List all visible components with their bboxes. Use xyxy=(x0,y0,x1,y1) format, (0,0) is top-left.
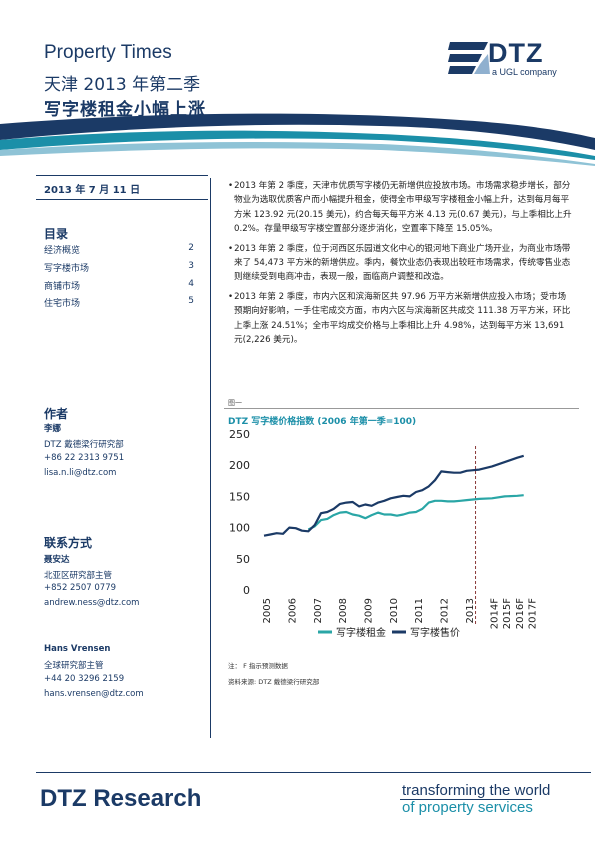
summary-bullet-residential: 2013 年第 2 季度，市内六区和滨海新区共 97.96 万平方米新增供应投入… xyxy=(228,290,573,348)
author-email[interactable]: lisa.n.li@dtz.com xyxy=(44,468,117,478)
x-tick-label: 2016F xyxy=(515,598,526,629)
toc-item-label: 写字楼市场 xyxy=(44,264,90,274)
toc-item-page: 5 xyxy=(188,296,194,306)
contact-email[interactable]: andrew.ness@dtz.com xyxy=(44,598,140,608)
chart-title: DTZ 写字楼价格指数 (2006 年第一季=100) xyxy=(228,417,417,427)
toc-item-label: 住宅市场 xyxy=(44,299,81,309)
contact-title: 北亚区研究部主管 xyxy=(44,571,113,581)
y-tick-label: 200 xyxy=(229,459,250,472)
column-divider xyxy=(210,178,211,738)
summary-bullet-retail: 2013 年第 2 季度，位于河西区乐园道文化中心的银河地下商业广场开业，为商业… xyxy=(228,242,573,285)
x-tick-label: 2011 xyxy=(414,598,425,623)
legend-label: 写字楼租金 xyxy=(336,626,386,639)
footer-tagline-line-1: transforming the world xyxy=(402,782,551,799)
x-tick-label: 2017F xyxy=(528,598,539,629)
y-axis: 0 50 100 150 200 250 xyxy=(229,428,250,597)
x-tick-label: 2007 xyxy=(313,598,324,623)
toc-item-residential[interactable]: 住宅市场 5 xyxy=(44,296,194,309)
x-tick-label: 2014F xyxy=(490,598,501,629)
header-swoosh xyxy=(0,113,595,170)
logo-wordmark: DTZ xyxy=(488,38,544,68)
footer-tagline-underline xyxy=(400,799,532,800)
contact-title: 全球研究部主管 xyxy=(44,661,104,671)
contact-name: 聂安达 xyxy=(44,555,70,565)
x-tick-label: 2005 xyxy=(262,598,273,623)
x-tick-label: 2012 xyxy=(440,598,451,623)
contact-name: Hans Vrensen xyxy=(44,644,111,654)
y-tick-label: 150 xyxy=(229,490,250,503)
contact-phone: +44 20 3296 2159 xyxy=(44,674,125,684)
toc-heading: 目录 xyxy=(44,227,69,241)
series-title: Property Times xyxy=(44,42,172,63)
figure-source: 资料来源: DTZ 戴德梁行研究部 xyxy=(228,678,320,686)
y-tick-label: 250 xyxy=(229,428,250,441)
y-tick-label: 50 xyxy=(236,553,250,566)
author-name: 李娜 xyxy=(44,424,62,434)
price-index-chart: 0 50 100 150 200 250 2005 2006 2007 2008 2009 2010… xyxy=(229,428,539,639)
toc-item-label: 商铺市场 xyxy=(44,282,81,292)
author-heading: 作者 xyxy=(44,407,69,421)
series-layer xyxy=(263,454,525,537)
report-date: 2013 年 7 月 11 日 xyxy=(44,185,141,196)
summary-bullets: 2013 年第 2 季度，天津市优质写字楼仍无新增供应投放市场。市场需求稳步增长… xyxy=(228,179,573,352)
x-tick-label: 2008 xyxy=(338,598,349,623)
dtz-logo-icon xyxy=(448,42,490,74)
toc-item-office[interactable]: 写字楼市场 3 xyxy=(44,261,194,274)
report-subtitle: 天津 2013 年第二季 xyxy=(44,75,201,95)
sidebar-date-divider xyxy=(36,199,208,200)
footer-tagline: transforming the world of property servi… xyxy=(402,782,550,816)
series-line-rent xyxy=(307,494,524,531)
y-tick-label: 0 xyxy=(243,584,250,597)
figure-note: 注： F 指示预测数据 xyxy=(228,662,288,670)
toc-item-page: 2 xyxy=(188,243,194,253)
series-line-price xyxy=(263,454,525,537)
footer-brand: DTZ Research xyxy=(40,785,202,812)
figure-label: 图一 xyxy=(228,399,242,407)
figure-divider xyxy=(224,408,579,409)
toc-item-page: 4 xyxy=(188,279,194,289)
author-phone: +86 22 2313 9751 xyxy=(44,453,125,463)
toc-item-retail[interactable]: 商铺市场 4 xyxy=(44,279,194,292)
logo-tagline: a UGL company xyxy=(492,67,557,77)
footer-tagline-line-2: of property services xyxy=(402,799,533,816)
legend-label: 写字楼售价 xyxy=(410,626,460,639)
toc-item-economy[interactable]: 经济概览 2 xyxy=(44,243,194,256)
x-tick-label: 2010 xyxy=(389,598,400,623)
sidebar-top-divider xyxy=(36,175,208,176)
y-tick-label: 100 xyxy=(229,522,250,535)
x-axis: 2005 2006 2007 2008 2009 2010 2011 2012 2013 2014… xyxy=(262,598,538,629)
contact-heading: 联系方式 xyxy=(44,536,93,550)
toc-item-page: 3 xyxy=(188,261,194,271)
contact-email[interactable]: hans.vrensen@dtz.com xyxy=(44,689,144,699)
summary-bullet-office: 2013 年第 2 季度，天津市优质写字楼仍无新增供应投放市场。市场需求稳步增长… xyxy=(228,179,573,237)
author-dept: DTZ 戴德梁行研究部 xyxy=(44,440,124,450)
x-tick-label: 2009 xyxy=(364,598,375,623)
toc-item-label: 经济概览 xyxy=(44,246,81,256)
chart-legend: 写字楼租金 写字楼售价 xyxy=(318,626,460,639)
x-tick-label: 2015F xyxy=(502,598,513,629)
report-headline: 写字楼租金小幅上涨 xyxy=(44,100,206,120)
contact-phone: +852 2507 0779 xyxy=(44,583,117,593)
x-tick-label: 2013 xyxy=(465,598,476,623)
footer-divider xyxy=(36,772,591,773)
x-tick-label: 2006 xyxy=(288,598,299,623)
